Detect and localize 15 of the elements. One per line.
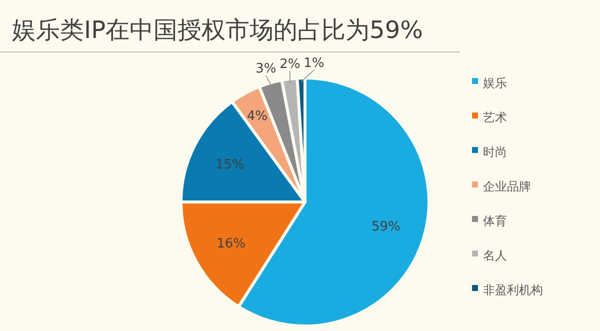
data-label: 2%: [280, 56, 300, 72]
data-label: 4%: [246, 109, 268, 124]
data-label: 59%: [372, 220, 400, 235]
chart-title: 娱乐类IP在中国授权市场的占比为59%: [12, 16, 423, 44]
data-label: 3%: [256, 61, 276, 76]
data-label: 16%: [216, 236, 246, 252]
legend-label: 非盈利机构: [483, 283, 543, 297]
data-label: 15%: [215, 158, 244, 173]
legend-label: 体育: [483, 214, 507, 228]
legend-label: 时尚: [483, 145, 507, 159]
legend-label: 企业品牌: [483, 180, 531, 194]
legend-label: 娱乐: [483, 76, 507, 90]
legend-label: 艺术: [483, 110, 507, 124]
data-label: 1%: [304, 56, 324, 71]
legend-label: 名人: [483, 248, 507, 262]
